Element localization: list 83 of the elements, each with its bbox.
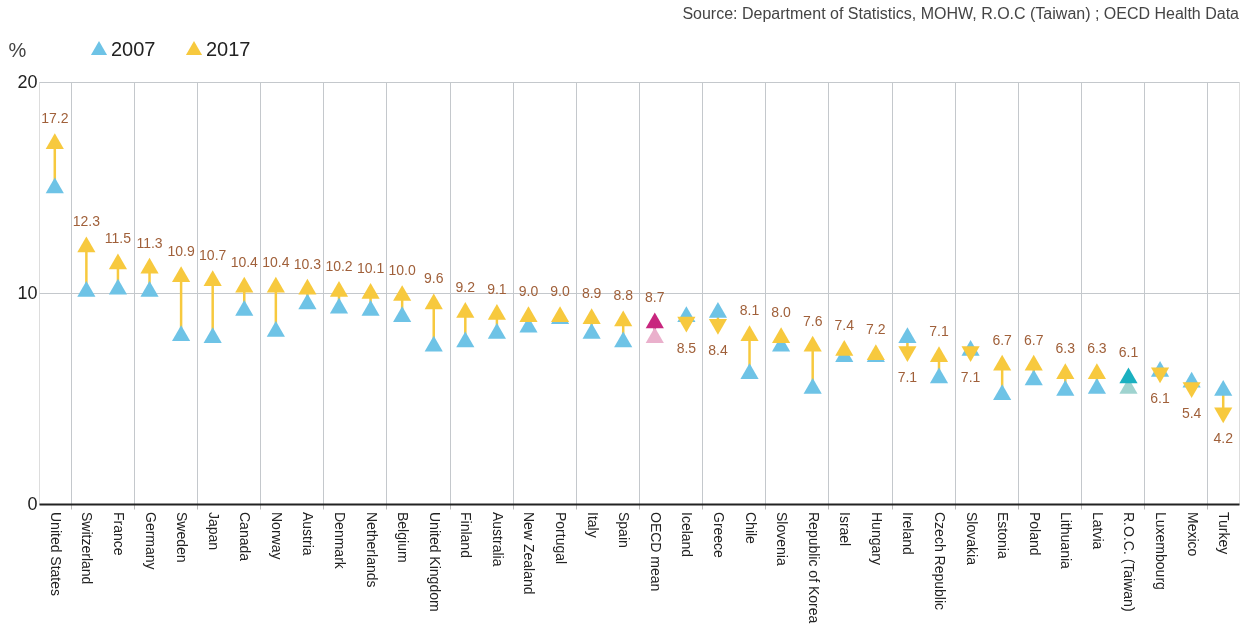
y-tick-label: 20	[17, 71, 38, 92]
x-tick-label: Hungary	[868, 512, 885, 565]
x-tick-label: Latvia	[1089, 512, 1106, 550]
x-tick-label: Switzerland	[79, 512, 96, 585]
data-label: 8.0	[771, 304, 792, 321]
data-label: 8.1	[739, 302, 760, 319]
x-tick-label: Sweden	[174, 512, 191, 563]
x-tick-label: France	[110, 512, 127, 556]
x-tick-label: Australia	[489, 512, 506, 567]
x-tick-label: Turkey	[1216, 512, 1233, 555]
x-tick-label: OECD mean	[647, 512, 664, 592]
x-tick-label: Japan	[205, 512, 222, 551]
data-label: 11.5	[104, 230, 132, 247]
x-tick-label: Luxembourg	[1153, 512, 1170, 590]
x-tick-label: Greece	[710, 512, 727, 559]
data-label: 7.6	[802, 312, 823, 329]
x-tick-label: United Kingdom	[426, 512, 443, 612]
data-label: 7.1	[897, 369, 918, 386]
x-tick-label: Netherlands	[363, 512, 380, 588]
x-tick-label: Poland	[1026, 512, 1043, 556]
data-label: 10.9	[167, 243, 195, 260]
x-tick-label: Austria	[300, 512, 317, 556]
data-label: 9.0	[550, 283, 570, 300]
x-tick-label: Republic of Korea	[805, 512, 822, 624]
data-label: 10.4	[262, 253, 290, 270]
y-axis-title: %	[8, 38, 27, 61]
data-label: 7.2	[866, 321, 886, 338]
data-label: 6.3	[1087, 340, 1107, 357]
data-label: 7.1	[929, 323, 949, 340]
data-label: 10.4	[230, 253, 259, 270]
data-label: 6.1	[1118, 344, 1139, 361]
x-tick-label: Estonia	[995, 512, 1012, 559]
data-label: 8.9	[581, 285, 602, 302]
data-label: 8.7	[645, 289, 665, 306]
data-label: 17.2	[41, 110, 69, 127]
data-label: 6.3	[1055, 340, 1076, 357]
data-label: 6.7	[1024, 331, 1044, 348]
x-tick-label: Chile	[742, 512, 759, 545]
data-label: 9.2	[455, 278, 476, 295]
x-tick-label: Canada	[237, 512, 254, 562]
x-tick-label: Finland	[458, 512, 475, 558]
source-note: Source: Department of Statistics, MOHW, R.O.C (Taiwan) ; OECD Health Data	[682, 5, 1240, 22]
x-tick-label: Belgium	[395, 512, 412, 563]
x-tick-label: Mexico	[1184, 512, 1201, 557]
data-label: 6.7	[992, 331, 1013, 348]
data-label: 9.1	[487, 280, 507, 297]
x-tick-label: Germany	[142, 512, 159, 570]
x-tick-label: Iceland	[679, 512, 696, 558]
data-label: 10.7	[199, 247, 227, 264]
data-label: 7.1	[960, 369, 981, 386]
data-label: 5.4	[1181, 405, 1202, 422]
data-label: 7.4	[834, 316, 855, 333]
legend-label: 2017	[206, 38, 251, 60]
data-label: 9.0	[518, 283, 539, 300]
data-label: 6.1	[1150, 390, 1170, 407]
data-label: 10.0	[388, 262, 416, 278]
x-tick-label: Portugal	[553, 512, 570, 565]
data-label: 10.1	[356, 259, 385, 276]
data-label: 10.3	[293, 255, 322, 272]
data-label: 10.2	[325, 257, 353, 274]
x-tick-label: Slovakia	[963, 512, 980, 566]
x-tick-label: Lithuania	[1058, 512, 1075, 570]
data-label: 4.2	[1213, 430, 1234, 447]
legend-label: 2007	[111, 38, 156, 60]
data-label: 11.3	[136, 234, 163, 251]
x-tick-label: Norway	[268, 512, 285, 560]
x-tick-label: Denmark	[332, 512, 348, 570]
data-label: 8.4	[708, 341, 728, 358]
x-tick-label: Italy	[584, 512, 601, 538]
data-label: 8.5	[676, 339, 697, 356]
data-label: 9.6	[424, 270, 444, 287]
x-tick-label: Israel	[837, 512, 854, 547]
data-label: 12.3	[72, 213, 101, 230]
y-tick-label: 0	[27, 493, 38, 514]
x-tick-label: Slovenia	[774, 512, 791, 566]
x-tick-label: United States	[47, 512, 64, 597]
y-tick-label: 10	[17, 282, 38, 303]
x-tick-label: Ireland	[900, 512, 917, 555]
x-tick-label: New Zealand	[521, 512, 538, 595]
x-tick-label: R.O.C. (Taiwan)	[1121, 512, 1138, 612]
x-tick-label: Spain	[616, 512, 633, 548]
data-label: 8.8	[613, 287, 634, 304]
x-tick-label: Czech Republic	[932, 512, 948, 611]
